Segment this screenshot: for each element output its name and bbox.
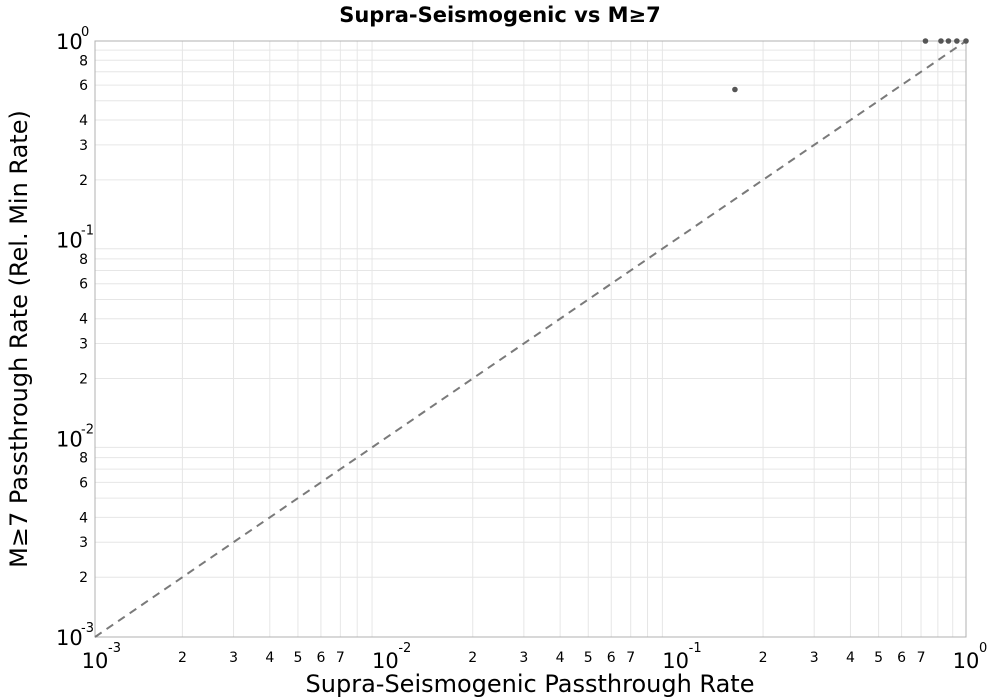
y-tick-label: 10: [56, 30, 83, 54]
x-minor-tick-label: 6: [316, 650, 325, 666]
y-tick-label: 10: [56, 626, 83, 650]
x-minor-tick-label: 5: [874, 650, 883, 666]
y-minor-tick-label: 3: [79, 337, 88, 353]
x-minor-tick-label: 5: [584, 650, 593, 666]
x-minor-tick-label: 6: [897, 650, 906, 666]
y-axis-label: M≥7 Passthrough Rate (Rel. Min Rate): [5, 110, 33, 568]
x-tick-exponent: 0: [979, 641, 987, 656]
y-minor-tick-label: 8: [79, 53, 88, 69]
x-minor-tick-label: 2: [178, 650, 187, 666]
y-minor-tick-label: 6: [79, 277, 88, 293]
data-point: [963, 38, 969, 44]
x-tick-label: 10: [953, 649, 980, 673]
x-tick-exponent: -3: [108, 641, 121, 656]
x-minor-tick-label: 7: [626, 650, 635, 666]
x-axis-label: Supra-Seismogenic Passthrough Rate: [306, 670, 755, 698]
x-tick-label: 10: [82, 649, 109, 673]
y-minor-tick-label: 4: [79, 113, 88, 129]
y-tick-label: 10: [56, 229, 83, 253]
x-tick-label: 10: [662, 649, 689, 673]
plot-frame: [94, 40, 967, 638]
y-tick-exponent: -1: [81, 224, 94, 239]
data-point: [938, 38, 944, 44]
y-minor-tick-label: 8: [79, 451, 88, 467]
y-minor-tick-label: 4: [79, 312, 88, 328]
x-minor-tick-label: 4: [556, 650, 565, 666]
y-minor-tick-label: 6: [79, 475, 88, 491]
x-tick-label: 10: [372, 649, 399, 673]
y-minor-tick-label: 2: [79, 372, 88, 388]
data-point: [732, 86, 738, 93]
y-tick-label: 10: [56, 427, 83, 451]
x-minor-tick-label: 7: [917, 650, 926, 666]
data-point: [954, 38, 960, 44]
y-tick-exponent: 0: [81, 25, 89, 40]
x-minor-tick-label: 3: [229, 650, 238, 666]
x-minor-tick-label: 4: [265, 650, 274, 666]
y-minor-tick-label: 3: [79, 535, 88, 551]
data-point: [922, 38, 929, 44]
x-minor-tick-label: 4: [846, 650, 855, 666]
y-minor-tick-label: 8: [79, 252, 88, 268]
x-tick-exponent: -2: [398, 641, 411, 656]
chart-title: Supra-Seismogenic vs M≥7: [339, 3, 661, 27]
grid: [95, 41, 966, 637]
x-minor-tick-label: 7: [336, 650, 345, 666]
x-minor-tick-label: 3: [810, 650, 819, 666]
y-minor-tick-label: 2: [79, 173, 88, 189]
y-minor-tick-label: 2: [79, 570, 88, 586]
data-point: [945, 38, 952, 44]
y-minor-tick-label: 4: [79, 510, 88, 526]
x-minor-tick-label: 5: [293, 650, 302, 666]
x-minor-tick-label: 3: [519, 650, 528, 666]
y-tick-exponent: -2: [81, 422, 94, 437]
y-minor-tick-label: 6: [79, 78, 88, 94]
data-points: [732, 38, 969, 93]
x-tick-exponent: -1: [689, 641, 702, 656]
x-minor-tick-label: 6: [607, 650, 616, 666]
x-minor-tick-label: 2: [468, 650, 477, 666]
y-minor-tick-label: 3: [79, 138, 88, 154]
y-tick-exponent: -3: [81, 621, 94, 636]
reference-line: [94, 40, 967, 638]
x-minor-tick-label: 2: [759, 650, 768, 666]
